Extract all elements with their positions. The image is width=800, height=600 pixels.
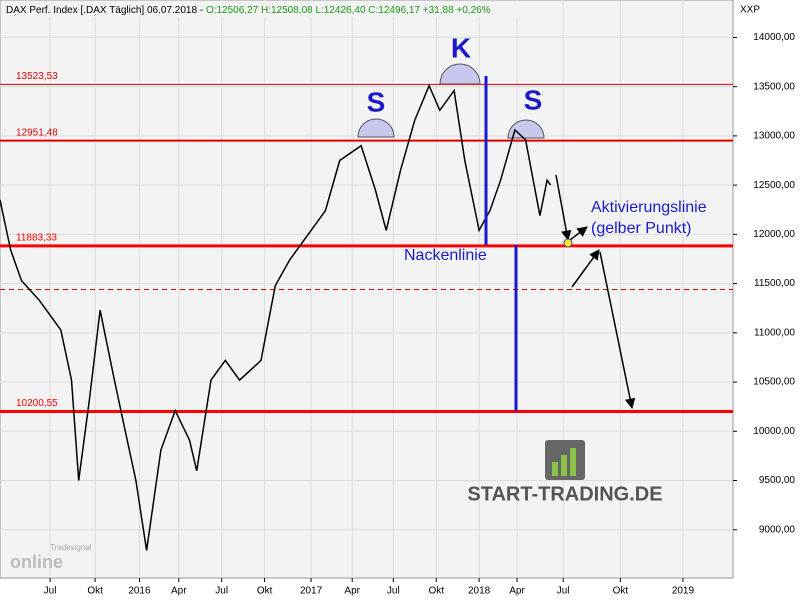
logo-icon <box>552 462 558 476</box>
y-tick-label: 13500,00 <box>753 81 795 92</box>
annotation: Aktivierungslinie <box>591 199 707 216</box>
x-tick-label: 2019 <box>672 586 695 597</box>
header-bg <box>1 1 541 17</box>
y-tick-label: 11500,00 <box>754 278 795 289</box>
y-tick-label: 9000,00 <box>759 524 796 535</box>
annotation: S <box>524 84 543 115</box>
x-tick-label: Apr <box>344 586 360 597</box>
x-tick-label: Okt <box>87 586 103 597</box>
y-tick-label: 9500,00 <box>759 475 796 486</box>
watermark: START-TRADING.DE <box>467 483 662 505</box>
y-tick-label: 12000,00 <box>753 229 795 240</box>
x-tick-label: Okt <box>613 586 629 597</box>
activation-point <box>563 238 573 248</box>
y-tick-label: 14000,00 <box>753 32 795 43</box>
y-tick-label: 13000,00 <box>753 131 795 142</box>
logo-text: online <box>10 552 63 572</box>
y-tick-label: 11000,00 <box>754 327 795 338</box>
x-tick-label: Okt <box>428 586 444 597</box>
annotation: K <box>451 32 471 63</box>
y-tick-label: 12500,00 <box>753 180 795 191</box>
arrows <box>555 174 636 410</box>
level-label: 12951,48 <box>16 127 58 138</box>
x-tick-label: 2017 <box>300 586 323 597</box>
annotation: S <box>367 86 386 117</box>
y-tick-label: 10500,00 <box>753 377 795 388</box>
x-tick-label: Apr <box>171 586 187 597</box>
annotation: (gelber Punkt) <box>591 220 692 237</box>
x-tick-label: Jul <box>557 586 570 597</box>
shoulder-shape <box>357 118 395 138</box>
chart-title: DAX Perf. Index [.DAX Täglich] 06.07.201… <box>6 5 491 16</box>
plot-area <box>0 0 734 579</box>
shoulder-shape <box>507 119 545 139</box>
x-tick-label: 2016 <box>128 586 151 597</box>
y-tick-label: 10000,00 <box>753 426 795 437</box>
x-tick-label: Jul <box>44 586 57 597</box>
x-tick-label: Jul <box>387 586 400 597</box>
annotation: Nackenlinie <box>404 247 487 264</box>
level-label: 13523,53 <box>16 71 58 82</box>
x-tick-label: 2018 <box>468 586 491 597</box>
level-label: 11883,33 <box>16 232 57 243</box>
logo-icon <box>570 448 576 476</box>
price-line <box>0 83 552 551</box>
x-tick-label: Okt <box>257 586 273 597</box>
x-tick-label: Apr <box>509 586 525 597</box>
head-shape <box>439 63 481 85</box>
x-tick-label: Jul <box>215 586 228 597</box>
level-label: 10200,55 <box>16 398 58 409</box>
logo-text: Tradesignal <box>50 543 92 552</box>
y-axis-label: XXP <box>740 5 760 16</box>
logo-icon <box>561 455 567 476</box>
